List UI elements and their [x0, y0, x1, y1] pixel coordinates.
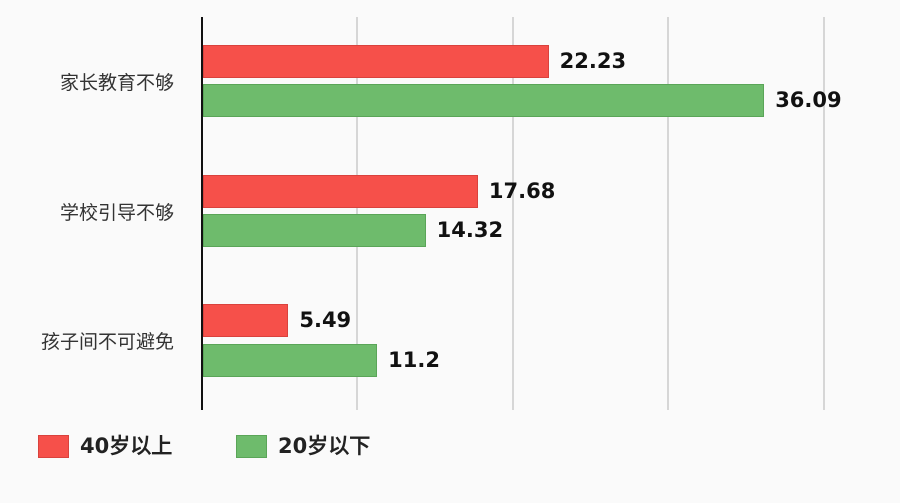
gridline-30 [667, 17, 669, 410]
category-axis [201, 17, 203, 410]
legend-label-20under: 20岁以下 [278, 434, 371, 458]
bar-20under-school [203, 214, 426, 247]
category-label-school: 学校引导不够 [59, 202, 174, 224]
plot-area: 22.23 36.09 17.68 14.32 5.49 11.2 [201, 17, 842, 410]
gridline-20 [512, 17, 514, 410]
bar-20under-children [203, 344, 378, 377]
legend-label-40plus: 40岁以上 [80, 434, 173, 458]
gridline-40 [823, 17, 825, 410]
legend-swatch-20under [236, 435, 267, 458]
bar-40plus-children [203, 304, 289, 337]
value-label-40plus-school: 17.68 [488, 179, 556, 203]
value-label-40plus-family: 22.23 [559, 49, 627, 73]
value-label-20under-family: 36.09 [775, 88, 842, 112]
value-label-20under-children: 11.2 [388, 348, 440, 372]
category-label-children: 孩子间不可避免 [40, 331, 174, 353]
bar-40plus-family [203, 45, 549, 78]
gridline-10 [356, 17, 358, 410]
value-label-40plus-children: 5.49 [299, 308, 352, 332]
bar-40plus-school [203, 175, 478, 208]
legend-swatch-40plus [38, 435, 69, 458]
bar-20under-family [203, 84, 765, 117]
value-label-20under-school: 14.32 [436, 218, 504, 242]
category-label-family: 家长教育不够 [59, 72, 174, 94]
